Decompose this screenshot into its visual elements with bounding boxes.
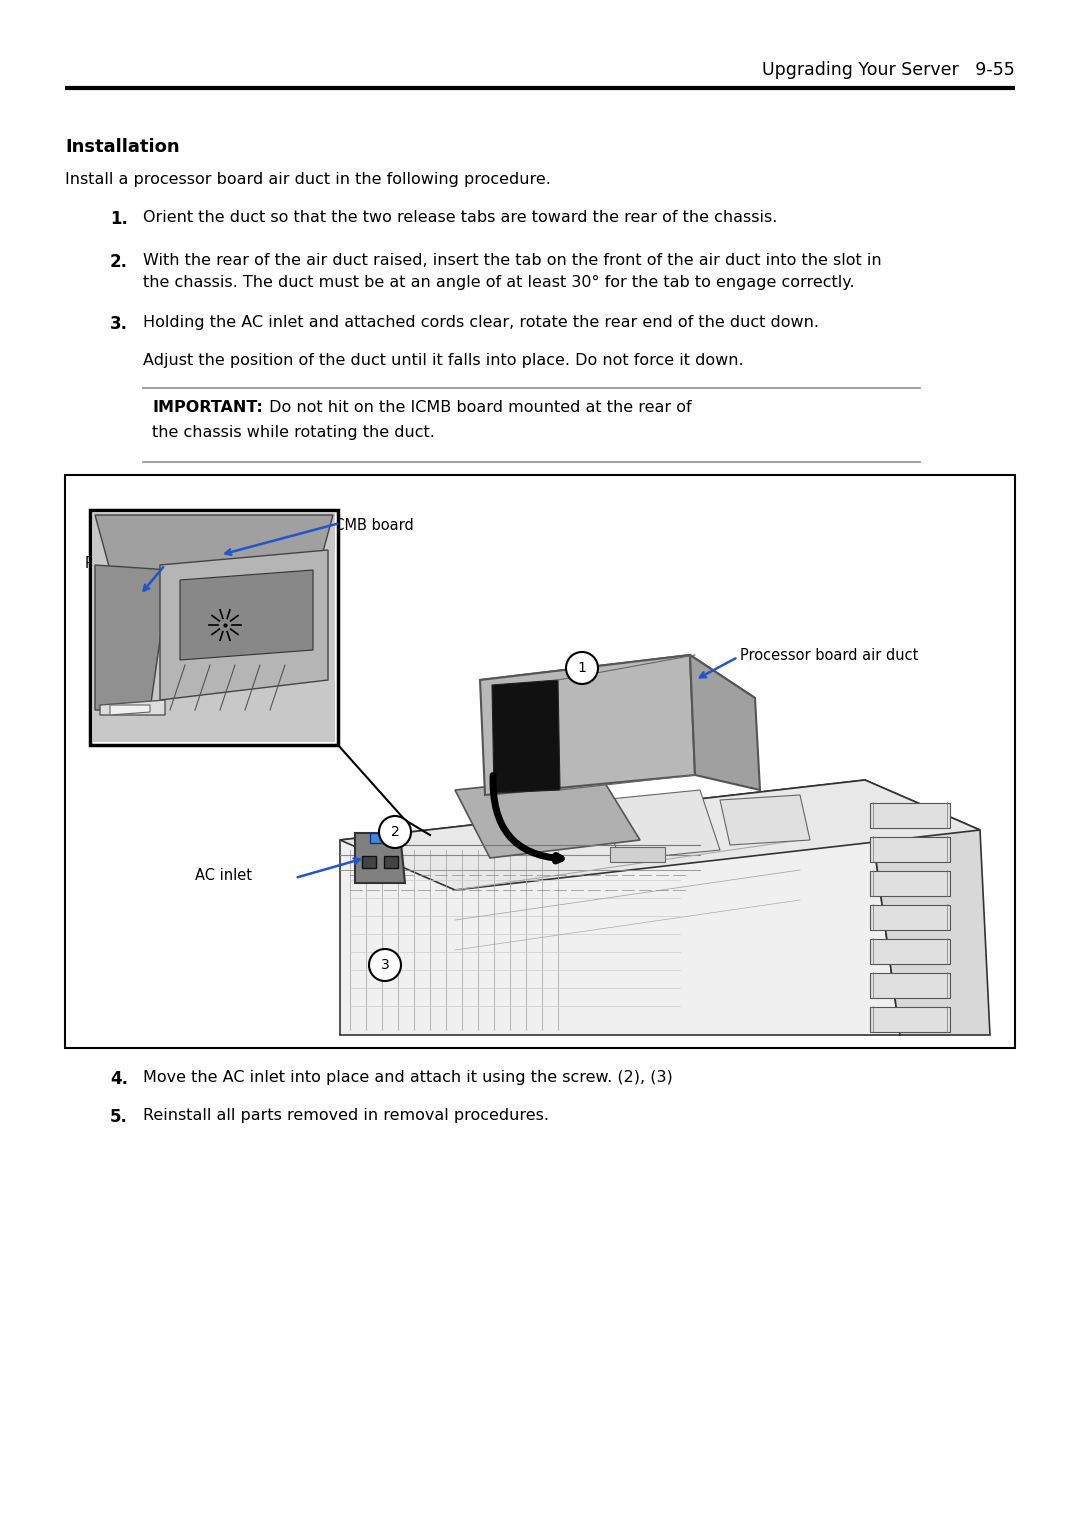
- Bar: [90, 510, 338, 745]
- Text: 1.: 1.: [110, 211, 127, 227]
- Bar: [370, 833, 390, 842]
- Bar: [870, 974, 950, 998]
- Bar: [65, 475, 1015, 1048]
- Text: Upgrading Your Server   9-55: Upgrading Your Server 9-55: [762, 61, 1015, 79]
- Bar: [870, 871, 950, 896]
- Text: the chassis. The duct must be at an angle of at least 30° for the tab to engage : the chassis. The duct must be at an angl…: [143, 275, 854, 290]
- Text: 3.: 3.: [110, 314, 129, 333]
- Text: Installation: Installation: [65, 137, 179, 156]
- Text: Orient the duct so that the two release tabs are toward the rear of the chassis.: Orient the duct so that the two release …: [143, 211, 778, 224]
- Bar: [610, 847, 665, 862]
- Bar: [384, 856, 399, 868]
- Polygon shape: [720, 795, 810, 845]
- Text: Reinstall all parts removed in removal procedures.: Reinstall all parts removed in removal p…: [143, 1108, 549, 1123]
- Polygon shape: [110, 705, 150, 716]
- Text: 2.: 2.: [110, 253, 129, 272]
- Polygon shape: [480, 655, 755, 723]
- Polygon shape: [355, 833, 405, 884]
- Text: Processor board air duct: Processor board air duct: [740, 647, 918, 662]
- Polygon shape: [160, 549, 328, 700]
- Polygon shape: [480, 655, 696, 795]
- Circle shape: [369, 949, 401, 981]
- Text: 2: 2: [391, 826, 400, 839]
- Text: Move the AC inlet into place and attach it using the screw. (2), (3): Move the AC inlet into place and attach …: [143, 1070, 673, 1085]
- Polygon shape: [100, 700, 165, 716]
- Bar: [870, 803, 950, 829]
- Polygon shape: [95, 514, 333, 571]
- Text: the chassis while rotating the duct.: the chassis while rotating the duct.: [152, 426, 435, 439]
- Polygon shape: [455, 775, 640, 858]
- Polygon shape: [95, 565, 170, 710]
- Bar: [362, 856, 376, 868]
- Polygon shape: [690, 655, 760, 790]
- Text: AC inlet: AC inlet: [195, 867, 252, 882]
- Text: Adjust the position of the duct until it falls into place. Do not force it down.: Adjust the position of the duct until it…: [143, 353, 744, 368]
- Bar: [870, 905, 950, 929]
- Bar: [870, 836, 950, 862]
- Text: 1: 1: [578, 661, 586, 674]
- Text: 4.: 4.: [110, 1070, 129, 1088]
- Text: Do not hit on the ICMB board mounted at the rear of: Do not hit on the ICMB board mounted at …: [264, 400, 691, 415]
- Text: 5.: 5.: [110, 1108, 127, 1126]
- Text: Holding the AC inlet and attached cords clear, rotate the rear end of the duct d: Holding the AC inlet and attached cords …: [143, 314, 819, 330]
- Polygon shape: [600, 790, 720, 861]
- Polygon shape: [180, 571, 313, 661]
- Circle shape: [379, 816, 411, 848]
- Polygon shape: [492, 681, 561, 794]
- Polygon shape: [340, 780, 900, 1035]
- Polygon shape: [865, 780, 990, 1035]
- Text: 3: 3: [380, 958, 390, 972]
- Bar: [93, 513, 335, 742]
- Text: Release tab: Release tab: [85, 555, 171, 571]
- Bar: [870, 938, 950, 964]
- Text: IMPORTANT:: IMPORTANT:: [152, 400, 262, 415]
- Polygon shape: [340, 780, 980, 890]
- Circle shape: [566, 652, 598, 684]
- Text: With the rear of the air duct raised, insert the tab on the front of the air duc: With the rear of the air duct raised, in…: [143, 253, 881, 269]
- Bar: [870, 1007, 950, 1032]
- Text: Install a processor board air duct in the following procedure.: Install a processor board air duct in th…: [65, 172, 551, 188]
- Text: ICMB board: ICMB board: [330, 517, 414, 533]
